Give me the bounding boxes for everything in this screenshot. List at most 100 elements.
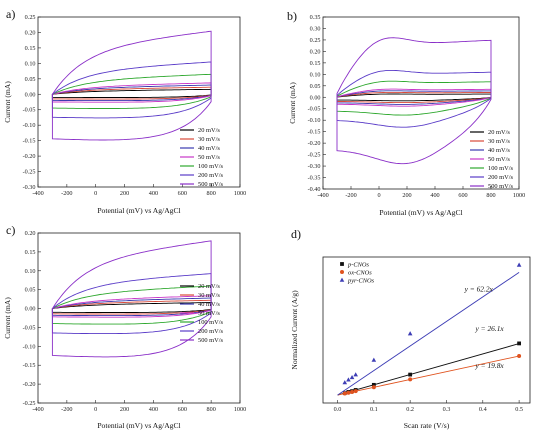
- y-tick-label: -0.30: [23, 184, 36, 191]
- legend-label: 100 mV/s: [198, 163, 224, 170]
- y-tick-label: 0.15: [25, 249, 36, 256]
- y-tick-label: -0.15: [23, 362, 36, 369]
- x-tick-label: -200: [345, 192, 356, 199]
- y-axis-title: Current (mA): [3, 81, 12, 123]
- y-tick-label: 0.05: [25, 76, 36, 83]
- y-tick-label: -0.20: [23, 153, 36, 160]
- y-tick-label: -0.05: [23, 324, 36, 331]
- y-tick-label: 0.15: [310, 60, 321, 67]
- data-point: [371, 357, 377, 362]
- y-tick-label: -0.25: [23, 400, 36, 407]
- y-tick-label: -0.35: [308, 175, 321, 182]
- legend-label: 100 mV/s: [198, 319, 224, 326]
- x-tick-label: -400: [317, 192, 328, 199]
- data-point: [342, 391, 347, 396]
- data-point: [517, 341, 522, 346]
- y-tick-label: 0.30: [310, 25, 321, 32]
- data-point: [346, 390, 351, 395]
- panel-label: a): [6, 7, 15, 21]
- y-tick-label: -0.25: [23, 169, 36, 176]
- legend-label: 30 mV/s: [198, 136, 220, 143]
- y-tick-label: 0.00: [25, 91, 36, 98]
- data-point: [350, 389, 355, 394]
- legend-label: pyr-CNOs: [347, 277, 375, 284]
- y-tick-label: 0.15: [25, 45, 36, 52]
- data-point: [353, 372, 358, 377]
- y-axis-title: Normalized Current (A/g): [290, 290, 299, 370]
- fit-equation: y = 19.8x: [475, 361, 505, 370]
- y-tick-label: -0.20: [23, 381, 36, 388]
- legend-label: 30 mV/s: [198, 292, 220, 299]
- legend-marker: [340, 270, 344, 274]
- legend-marker: [340, 262, 344, 266]
- y-tick-label: 0.10: [25, 60, 36, 67]
- x-tick-label: 0: [94, 406, 97, 413]
- legend-label: 20 mV/s: [198, 127, 220, 134]
- plot-frame: [322, 256, 531, 404]
- x-tick-label: -400: [32, 190, 43, 197]
- y-tick-label: -0.20: [308, 140, 321, 147]
- y-axis-title: Current (mA): [3, 297, 12, 339]
- legend-marker: [339, 277, 345, 282]
- x-axis-title: Potential (mV) vs Ag/AgCl: [97, 206, 180, 215]
- x-axis-title: Potential (mV) vs Ag/AgCl: [379, 208, 462, 217]
- x-tick-label: 600: [178, 190, 187, 197]
- y-tick-label: 0.20: [25, 29, 36, 36]
- legend-label: 20 mV/s: [488, 129, 510, 136]
- x-tick-label: 400: [149, 190, 158, 197]
- y-tick-label: -0.05: [308, 106, 321, 113]
- data-point: [408, 377, 413, 382]
- plot-frame: [322, 16, 520, 190]
- data-point: [517, 354, 522, 359]
- y-tick-label: -0.30: [308, 163, 321, 170]
- cv-panel-0: 0.25 0.20 0.15 0.10 0.05 0.00 -0.05 -0.10 -0.15 -…: [3, 7, 246, 215]
- legend-label: 40 mV/s: [198, 145, 220, 152]
- legend-label: 200 mV/s: [198, 328, 224, 335]
- x-tick-label: 1000: [234, 190, 246, 197]
- legend-label: 40 mV/s: [488, 147, 510, 154]
- legend-label: 500 mV/s: [488, 183, 514, 190]
- data-point: [346, 377, 351, 382]
- fit-line: [337, 355, 520, 396]
- legend-label: 50 mV/s: [198, 310, 220, 317]
- fit-equation: y = 62.2x: [464, 284, 494, 293]
- x-tick-label: 0.3: [443, 406, 451, 413]
- x-axis-title: Scan rate (V/s): [404, 421, 450, 430]
- x-tick-label: -400: [32, 406, 43, 413]
- x-tick-label: 1000: [513, 192, 525, 199]
- x-tick-label: 400: [430, 192, 439, 199]
- x-tick-label: 200: [120, 190, 129, 197]
- data-point: [353, 389, 358, 394]
- y-tick-label: -0.15: [308, 129, 321, 136]
- cv-curve: [336, 80, 492, 116]
- cv-curve: [336, 37, 492, 165]
- y-tick-label: -0.25: [308, 152, 321, 159]
- x-tick-label: -200: [61, 190, 72, 197]
- panel-label: d): [291, 227, 301, 241]
- fit-equation: y = 26.1x: [475, 324, 505, 333]
- y-tick-label: 0.10: [25, 268, 36, 275]
- data-point: [371, 385, 376, 390]
- fit-line: [337, 343, 520, 396]
- x-tick-label: 0: [377, 192, 380, 199]
- x-tick-label: 0.2: [406, 406, 414, 413]
- panel-label: b): [287, 9, 297, 23]
- y-tick-label: -0.10: [308, 117, 321, 124]
- y-tick-label: 0.25: [25, 14, 36, 21]
- cv-curve: [51, 240, 212, 358]
- x-tick-label: 0.1: [370, 406, 378, 413]
- y-tick-label: -0.05: [23, 107, 36, 114]
- x-tick-label: -200: [61, 406, 72, 413]
- legend-label: 200 mV/s: [488, 174, 514, 181]
- legend-label: 200 mV/s: [198, 172, 224, 179]
- x-tick-label: 0.0: [334, 406, 342, 413]
- y-tick-label: 0.10: [310, 71, 321, 78]
- x-tick-label: 0.4: [479, 406, 487, 413]
- plot-frame: [37, 232, 241, 404]
- y-tick-label: -0.10: [23, 343, 36, 350]
- x-tick-label: 800: [207, 190, 216, 197]
- y-tick-label: -0.15: [23, 138, 36, 145]
- y-tick-label: 0.00: [25, 306, 36, 313]
- fit-line: [337, 272, 520, 396]
